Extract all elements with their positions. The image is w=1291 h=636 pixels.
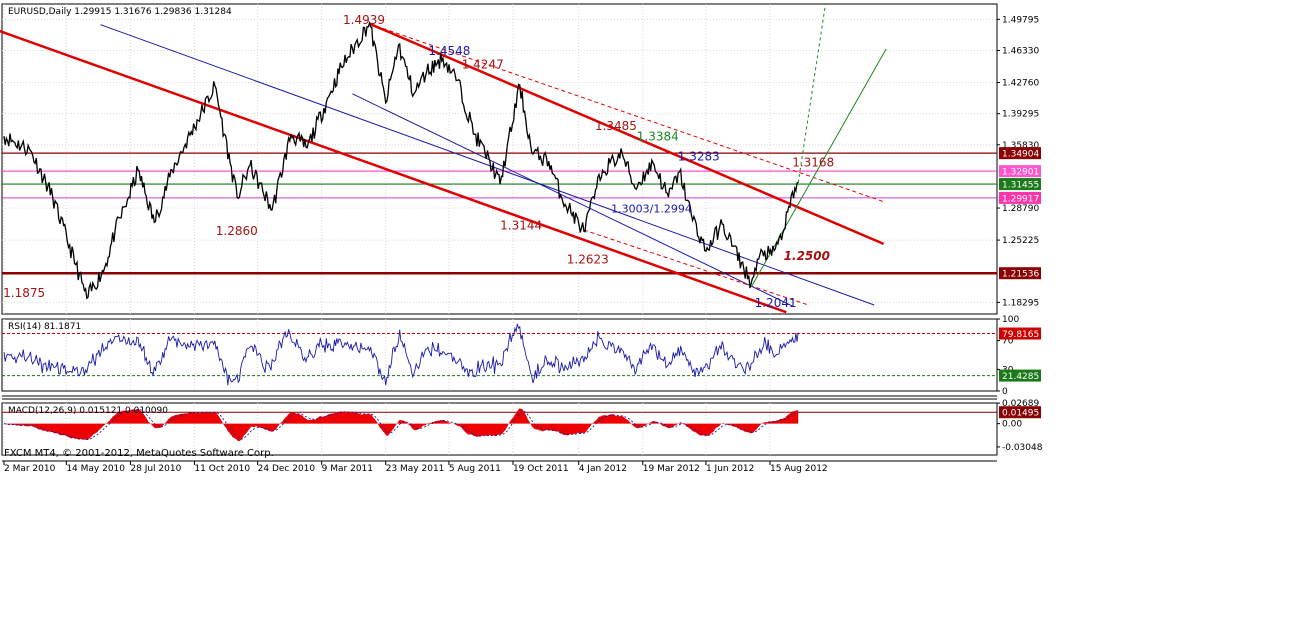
- price-tick-label: 1.39295: [1002, 110, 1039, 120]
- trendline: [0, 29, 787, 314]
- rsi-level-tag: 79.8165: [1002, 330, 1039, 340]
- price-annotation: 1.3168: [792, 156, 834, 170]
- price-annotation: 1.3283: [678, 149, 720, 163]
- price-tick-label: 1.46330: [1002, 46, 1039, 56]
- price-annotation: 1.2500: [784, 249, 830, 263]
- level-value-tag-box: [999, 147, 1041, 160]
- date-tick-label: 28 Jul 2010: [130, 464, 181, 474]
- rsi-tick-label: 70: [1002, 337, 1014, 347]
- macd-panel: [2, 408, 997, 442]
- price-tick-label: 1.42760: [1002, 79, 1039, 89]
- price-annotation: 1.2041: [755, 296, 797, 310]
- price-tick-label: 1.35830: [1002, 141, 1039, 151]
- rsi-tick-label: 0: [1002, 387, 1008, 397]
- price-annotation: 1.2860: [216, 224, 258, 238]
- price-annotation: 1.3384: [637, 130, 679, 144]
- level-value-tag-box: [999, 165, 1041, 178]
- trendline: [100, 24, 875, 306]
- date-tick-label: 19 Mar 2012: [643, 464, 700, 474]
- date-tick-label: 9 Mar 2011: [322, 464, 373, 474]
- date-tick-label: 24 Dec 2010: [258, 464, 316, 474]
- rsi-header: RSI(14) 81.1871: [8, 322, 81, 332]
- macd-header: MACD(12,26,9) 0.015121 0.010090: [8, 406, 168, 416]
- rsi-level-tag-box: [999, 327, 1041, 340]
- macd-signal-line: [3, 409, 799, 440]
- trendline: [352, 93, 793, 307]
- price-annotation: 1.4247: [462, 58, 504, 72]
- macd-histogram: [4, 408, 799, 442]
- date-tick-label: 1 Jun 2012: [706, 464, 754, 474]
- horizontal-levels: [2, 152, 997, 275]
- level-value-tag: 1.34904: [1002, 150, 1039, 160]
- price-annotation: 1.4939: [343, 13, 385, 27]
- trendline: [583, 229, 809, 306]
- date-tick-label: 23 May 2011: [386, 464, 445, 474]
- price-series: [3, 20, 799, 300]
- macd-tick-label: -0.03048: [1002, 443, 1043, 453]
- macd-tick-label: 0.00: [1002, 420, 1022, 430]
- price-line: [3, 20, 799, 300]
- price-tick-label: 1.18295: [1002, 298, 1039, 308]
- main-panel-frame: [1, 3, 998, 315]
- date-tick-label: 15 Aug 2012: [770, 464, 828, 474]
- date-tick-label: 19 Oct 2011: [513, 464, 569, 474]
- price-annotation: 1.2623: [567, 253, 609, 267]
- rsi-line: [3, 323, 799, 386]
- macd-level-tag-box: [999, 406, 1041, 419]
- level-value-tag-box: [999, 178, 1041, 191]
- axes: 1.49795 1.46330 1.42760 1.39295 1.35830 1.287…: [2, 15, 1043, 474]
- price-annotation: 1.4548: [428, 44, 470, 58]
- level-value-tag-box: [999, 267, 1041, 280]
- rsi-level-tag: 21.4285: [1002, 372, 1039, 382]
- rsi-panel: [2, 323, 997, 386]
- level-value-tag: 1.32901: [1002, 168, 1039, 178]
- price-annotation: 1.3144: [500, 219, 542, 233]
- price-tick-label: 1.25225: [1002, 236, 1039, 246]
- footer-copyright: FXCM MT4, © 2001-2012, MetaQuotes Softwa…: [4, 448, 274, 459]
- date-tick-label: 11 Oct 2010: [194, 464, 250, 474]
- macd-tick-label: 0.02689: [1002, 399, 1039, 409]
- price-annotation: 1.1875: [3, 286, 45, 300]
- price-annotation: 1.3003/1.2994: [611, 202, 692, 215]
- price-tick-label: 1.49795: [1002, 15, 1039, 25]
- level-value-tag: 1.31455: [1002, 181, 1039, 191]
- date-tick-label: 2 Mar 2010: [4, 464, 56, 474]
- trendlines: [0, 3, 887, 314]
- main-header: EURUSD,Daily 1.29915 1.31676 1.29836 1.3…: [8, 7, 232, 17]
- level-value-tag-box: [999, 191, 1041, 204]
- date-tick-label: 4 Jan 2012: [579, 464, 627, 474]
- rsi-tick-label: 100: [1002, 315, 1019, 325]
- macd-level-tag: 0.01495: [1002, 409, 1039, 419]
- date-tick-label: 5 Aug 2011: [449, 464, 501, 474]
- rsi-panel-frame: [1, 318, 998, 392]
- price-annotation: 1.3485: [595, 119, 637, 133]
- date-tick-label: 14 May 2010: [66, 464, 125, 474]
- level-value-tag: 1.29917: [1002, 194, 1039, 204]
- trendline: [797, 3, 827, 183]
- level-value-tag: 1.21536: [1002, 270, 1039, 280]
- trendline: [369, 22, 885, 246]
- price-tick-label: 1.28790: [1002, 204, 1039, 214]
- rsi-level-tag-box: [999, 369, 1041, 382]
